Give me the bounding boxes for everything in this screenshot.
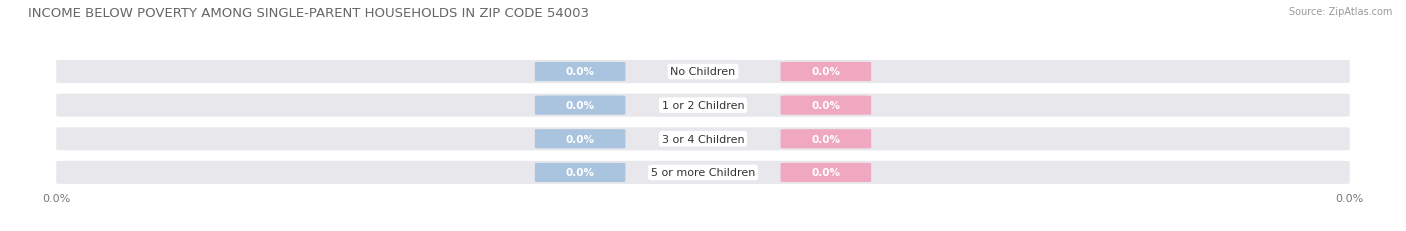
FancyBboxPatch shape xyxy=(56,161,1350,184)
Text: 0.0%: 0.0% xyxy=(565,67,595,77)
Text: 0.0%: 0.0% xyxy=(811,168,841,178)
FancyBboxPatch shape xyxy=(56,94,1350,117)
FancyBboxPatch shape xyxy=(780,96,872,115)
Text: No Children: No Children xyxy=(671,67,735,77)
Text: 1 or 2 Children: 1 or 2 Children xyxy=(662,101,744,111)
FancyBboxPatch shape xyxy=(534,130,626,149)
FancyBboxPatch shape xyxy=(534,63,626,82)
FancyBboxPatch shape xyxy=(780,163,872,182)
FancyBboxPatch shape xyxy=(780,63,872,82)
Text: Source: ZipAtlas.com: Source: ZipAtlas.com xyxy=(1288,7,1392,17)
Text: 0.0%: 0.0% xyxy=(565,134,595,144)
Text: 0.0%: 0.0% xyxy=(811,101,841,111)
Text: 0.0%: 0.0% xyxy=(565,168,595,178)
Text: 3 or 4 Children: 3 or 4 Children xyxy=(662,134,744,144)
FancyBboxPatch shape xyxy=(534,163,626,182)
FancyBboxPatch shape xyxy=(56,128,1350,151)
FancyBboxPatch shape xyxy=(534,96,626,115)
FancyBboxPatch shape xyxy=(780,130,872,149)
Text: INCOME BELOW POVERTY AMONG SINGLE-PARENT HOUSEHOLDS IN ZIP CODE 54003: INCOME BELOW POVERTY AMONG SINGLE-PARENT… xyxy=(28,7,589,20)
Text: 0.0%: 0.0% xyxy=(565,101,595,111)
Text: 0.0%: 0.0% xyxy=(811,67,841,77)
Text: 5 or more Children: 5 or more Children xyxy=(651,168,755,178)
Text: 0.0%: 0.0% xyxy=(811,134,841,144)
FancyBboxPatch shape xyxy=(56,61,1350,84)
